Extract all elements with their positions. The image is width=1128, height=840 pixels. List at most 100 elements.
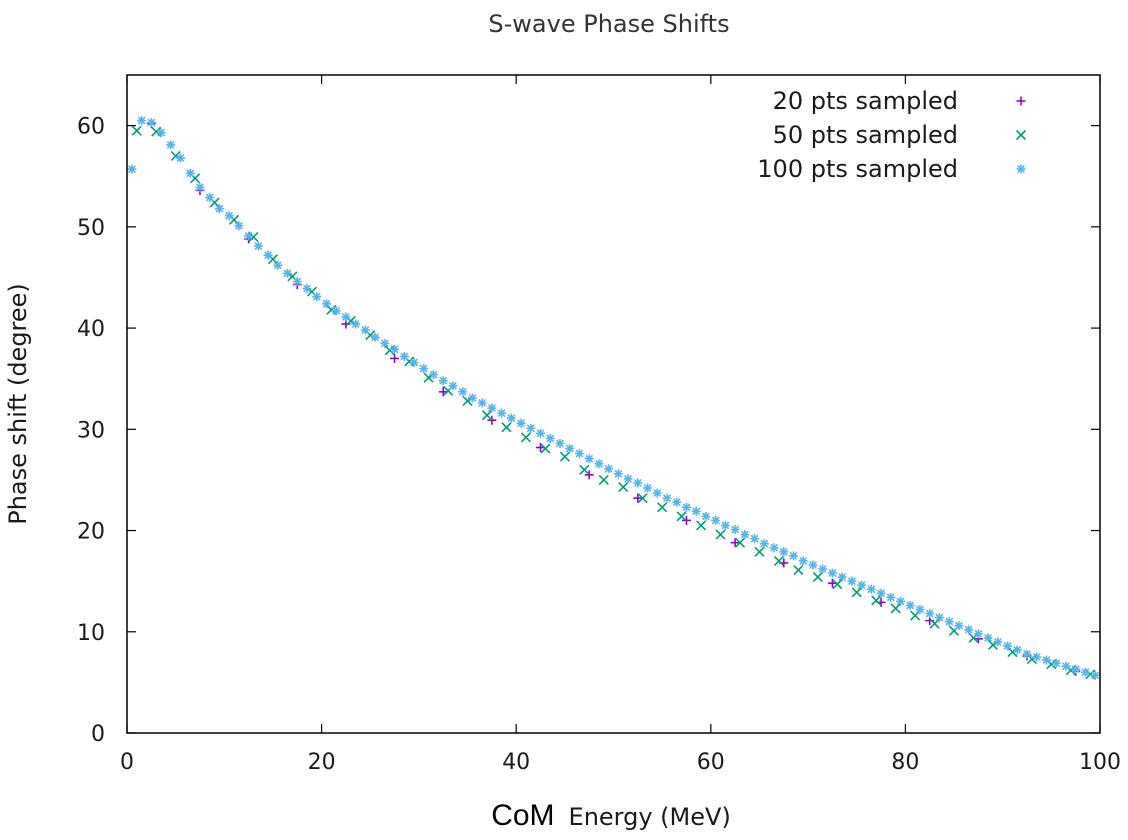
data-point <box>584 454 594 464</box>
data-point <box>1012 645 1022 655</box>
data-point <box>832 579 843 590</box>
data-point <box>579 464 590 475</box>
data-point <box>696 520 707 531</box>
data-point <box>263 250 273 260</box>
data-point <box>964 625 974 635</box>
data-point <box>934 613 944 623</box>
data-point <box>798 556 808 566</box>
data-point <box>633 493 643 503</box>
plot-frame <box>126 74 1101 734</box>
data-point <box>1041 655 1051 665</box>
data-point <box>759 539 769 549</box>
data-point <box>244 231 254 241</box>
data-point <box>506 413 516 423</box>
x-tick-label: 60 <box>697 750 725 775</box>
data-point <box>866 584 876 594</box>
data-point <box>156 128 166 138</box>
x-axis-label-group: CoM Energy (MeV) <box>491 799 731 832</box>
data-point <box>166 140 176 150</box>
data-point <box>380 338 390 348</box>
data-point <box>540 443 551 454</box>
data-point <box>399 351 409 361</box>
ticks-layer: 0 20 40 60 80 100 0 10 20 30 40 50 60 <box>77 75 1121 775</box>
y-axis-label: Phase shift (degree) <box>4 283 32 525</box>
data-point <box>390 344 400 354</box>
data-point <box>273 260 283 270</box>
data-point <box>890 603 901 614</box>
data-point <box>584 470 594 480</box>
data-point <box>185 168 195 178</box>
data-point <box>886 592 896 602</box>
data-point <box>973 629 983 639</box>
data-point <box>370 332 380 342</box>
data-point <box>292 277 302 287</box>
data-point <box>623 474 633 484</box>
series-layer <box>127 116 1100 680</box>
chart-title: S-wave Phase Shifts <box>488 10 729 38</box>
data-point <box>1061 661 1071 671</box>
data-point <box>458 387 468 397</box>
legend: 20 pts sampled 50 pts sampled 100 pts samp… <box>757 87 1027 183</box>
data-point <box>662 493 672 503</box>
data-point <box>954 621 964 631</box>
data-point <box>360 325 370 335</box>
data-point <box>555 438 565 448</box>
legend-label: 100 pts sampled <box>757 155 958 183</box>
data-point <box>438 376 448 386</box>
data-point <box>691 506 701 516</box>
data-point <box>1071 664 1081 674</box>
data-point <box>657 502 668 513</box>
data-point <box>812 572 823 583</box>
data-point <box>734 537 746 548</box>
data-point <box>808 560 818 570</box>
data-point <box>536 428 546 438</box>
data-point <box>779 547 789 557</box>
data-point <box>715 529 726 540</box>
data-point <box>127 164 137 174</box>
data-point <box>520 432 531 443</box>
data-point <box>526 423 536 433</box>
data-point <box>1051 658 1061 668</box>
legend-label: 50 pts sampled <box>773 121 958 149</box>
data-point <box>351 319 361 329</box>
data-point <box>428 370 438 380</box>
data-point <box>1022 649 1032 659</box>
data-point <box>789 551 799 561</box>
legend-marker <box>1016 96 1026 106</box>
data-point <box>672 497 682 507</box>
data-point <box>565 444 575 454</box>
data-point <box>131 125 142 136</box>
data-point <box>711 515 721 525</box>
data-point <box>594 459 604 469</box>
y-tick-label: 0 <box>91 722 105 747</box>
data-point <box>176 153 186 163</box>
data-point <box>925 609 935 619</box>
data-point <box>604 464 614 474</box>
data-point <box>1080 667 1090 677</box>
data-point <box>559 451 570 462</box>
data-point <box>754 546 765 557</box>
data-point <box>915 604 925 614</box>
data-point <box>574 449 584 459</box>
series-2 <box>131 125 1096 680</box>
data-point <box>681 502 691 512</box>
data-point <box>837 572 847 582</box>
data-point <box>283 268 293 278</box>
data-point <box>598 474 609 485</box>
data-point <box>910 610 921 621</box>
legend-marker <box>1015 129 1027 141</box>
x-axis-label-prefix: CoM <box>491 799 554 832</box>
data-point <box>637 493 648 504</box>
y-tick-label: 60 <box>77 115 105 140</box>
data-point <box>993 637 1003 647</box>
data-point <box>487 415 497 425</box>
data-point <box>773 555 784 566</box>
data-point <box>740 530 750 540</box>
data-point <box>487 403 497 413</box>
data-point <box>896 596 906 606</box>
data-point <box>234 221 244 231</box>
data-point <box>827 568 837 578</box>
x-tick-label: 20 <box>308 750 336 775</box>
data-point <box>730 538 740 548</box>
data-point <box>341 312 351 322</box>
